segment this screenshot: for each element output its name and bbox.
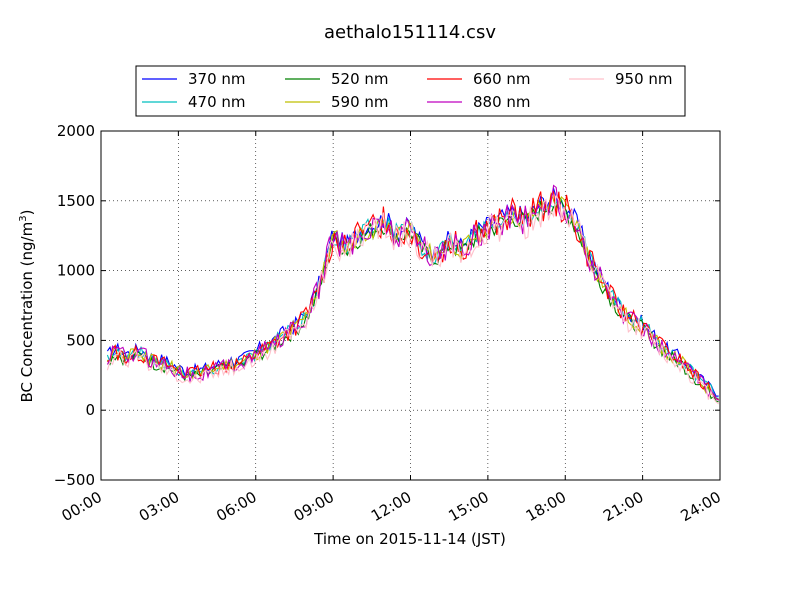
series-line-950-nm — [106, 193, 720, 405]
y-tick-label: 0 — [85, 401, 95, 419]
x-tick-label: 03:00 — [136, 488, 182, 525]
x-tick-label: 00:00 — [59, 488, 105, 525]
legend-label: 520 nm — [331, 70, 389, 88]
x-axis-label: Time on 2015-11-14 (JST) — [313, 530, 506, 548]
x-tick-label: 06:00 — [213, 488, 259, 525]
x-tick-label: 24:00 — [678, 488, 724, 525]
legend-label: 590 nm — [331, 93, 389, 111]
y-tick-label: 2000 — [57, 122, 95, 140]
legend: 370 nm 470 nm 520 nm 590 nm 660 nm 880 nm 950 … — [135, 65, 686, 117]
chart-title: aethalo151114.csv — [324, 22, 496, 43]
legend-label: 660 nm — [473, 70, 531, 88]
legend-label: 950 nm — [615, 70, 673, 88]
y-tick-label: 500 — [66, 331, 95, 349]
y-tick-label: −500 — [54, 471, 95, 489]
series-line-660-nm — [107, 190, 719, 401]
y-axis-label: BC Concentration (ng/m3) — [18, 210, 36, 403]
legend-label: 880 nm — [473, 93, 531, 111]
x-tick-label: 12:00 — [368, 488, 414, 525]
x-tick-label: 09:00 — [291, 488, 337, 525]
x-tick-label: 18:00 — [523, 488, 569, 525]
series-line-590-nm — [107, 191, 719, 401]
legend-box — [135, 65, 686, 117]
y-tick-label: 1500 — [57, 192, 95, 210]
y-axis-ticks: −500 0 500 1000 1500 2000 — [54, 122, 720, 489]
x-axis-ticks: 00:00 03:00 06:00 09:00 12:00 15:00 18:00 21:00… — [59, 131, 724, 525]
legend-label: 470 nm — [188, 93, 246, 111]
legend-label: 370 nm — [188, 70, 246, 88]
y-tick-label: 1000 — [57, 262, 95, 280]
series-line-370-nm — [106, 186, 719, 397]
x-tick-label: 21:00 — [600, 488, 646, 525]
gridlines — [101, 131, 720, 480]
series-line-880-nm — [106, 184, 720, 401]
x-tick-label: 15:00 — [445, 488, 491, 525]
series-lines — [106, 184, 720, 405]
